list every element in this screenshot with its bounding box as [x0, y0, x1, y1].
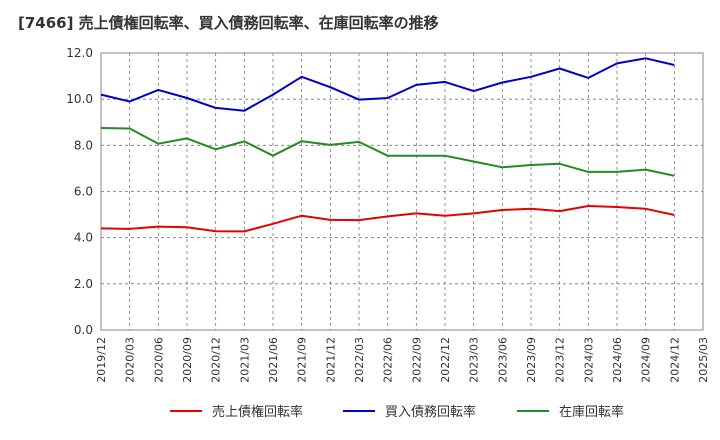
x-tick-label: 2021/12	[324, 337, 337, 383]
x-tick-label: 2019/12	[95, 337, 108, 383]
x-tick-label: 2024/06	[611, 337, 624, 383]
legend-label-2: 在庫回転率	[559, 404, 624, 420]
x-tick-label: 2021/09	[296, 337, 309, 383]
x-tick-label: 2023/03	[468, 337, 481, 383]
x-tick-label: 2023/06	[496, 337, 509, 383]
y-tick-label: 12.0	[66, 46, 93, 60]
x-tick-label: 2022/12	[439, 337, 452, 383]
series-line-2	[100, 127, 675, 177]
x-tick-label: 2024/12	[668, 337, 681, 383]
y-tick-label: 2.0	[74, 277, 93, 291]
x-tick-label: 2021/03	[238, 337, 251, 383]
x-tick-label: 2023/12	[554, 337, 567, 383]
y-tick-label: 8.0	[74, 138, 93, 152]
y-tick-label: 10.0	[66, 92, 93, 106]
x-tick-label: 2022/06	[382, 337, 395, 383]
x-tick-label: 2025/03	[697, 337, 710, 383]
x-tick-label: 2020/12	[210, 337, 223, 383]
x-tick-label: 2024/09	[640, 337, 653, 383]
series-line-1	[100, 57, 675, 112]
x-tick-label: 2023/09	[525, 337, 538, 383]
chart-title: [7466] 売上債権回転率、買入債務回転率、在庫回転率の推移	[18, 14, 439, 32]
x-tick-label: 2022/03	[353, 337, 366, 383]
x-tick-label: 2020/09	[181, 337, 194, 383]
x-tick-label: 2021/06	[267, 337, 280, 383]
x-tick-label: 2020/06	[152, 337, 165, 383]
series-line-0	[100, 205, 675, 233]
x-tick-label: 2024/03	[582, 337, 595, 383]
y-tick-label: 4.0	[74, 231, 93, 245]
x-tick-label: 2020/03	[124, 337, 137, 383]
y-tick-label: 0.0	[74, 323, 93, 337]
y-tick-label: 6.0	[74, 185, 93, 199]
legend-label-1: 買入債務回転率	[385, 404, 476, 420]
legend-label-0: 売上債権回転率	[212, 404, 303, 420]
x-tick-label: 2022/09	[410, 337, 423, 383]
